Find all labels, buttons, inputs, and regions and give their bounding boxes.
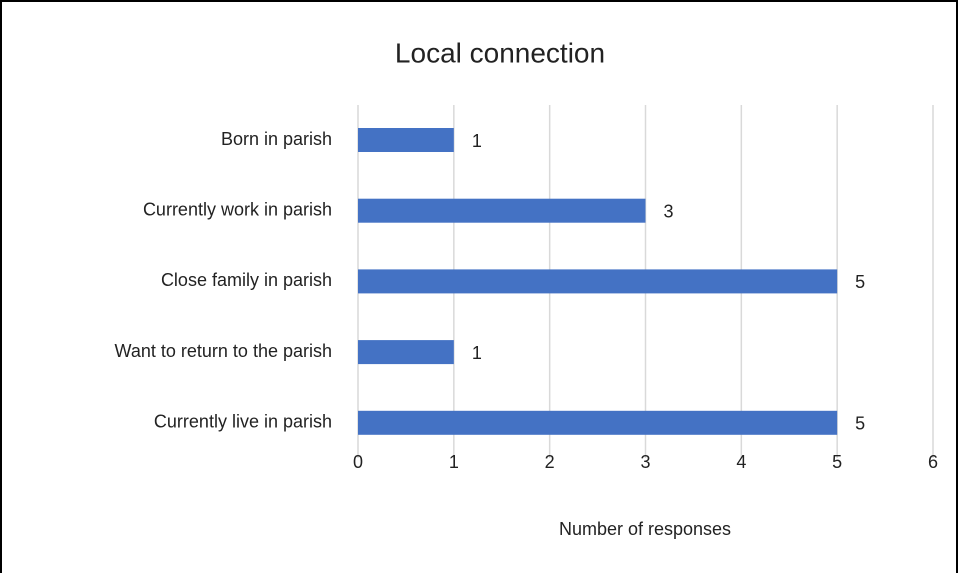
x-axis-title: Number of responses	[559, 519, 731, 539]
data-label: 5	[855, 414, 865, 434]
x-tick-label: 4	[736, 452, 746, 472]
y-tick-label: Currently work in parish	[143, 199, 332, 219]
data-label: 1	[472, 343, 482, 363]
x-tick-label: 5	[832, 452, 842, 472]
bar	[358, 269, 838, 294]
y-tick-label: Born in parish	[221, 129, 332, 149]
y-tick-label: Want to return to the parish	[115, 341, 332, 361]
y-tick-label: Close family in parish	[161, 270, 332, 290]
x-tick-label: 1	[449, 452, 459, 472]
bar	[358, 128, 454, 152]
x-tick-label: 3	[640, 452, 650, 472]
data-label: 1	[472, 131, 482, 151]
bar	[358, 410, 838, 435]
bar	[358, 340, 454, 365]
x-tick-label: 6	[928, 452, 938, 472]
chart-title: Local connection	[395, 37, 605, 68]
data-label: 5	[855, 272, 865, 292]
x-tick-label: 2	[545, 452, 555, 472]
bar	[358, 198, 646, 223]
data-label: 3	[664, 201, 674, 221]
x-tick-label: 0	[353, 452, 363, 472]
y-tick-label: Currently live in parish	[154, 412, 332, 432]
